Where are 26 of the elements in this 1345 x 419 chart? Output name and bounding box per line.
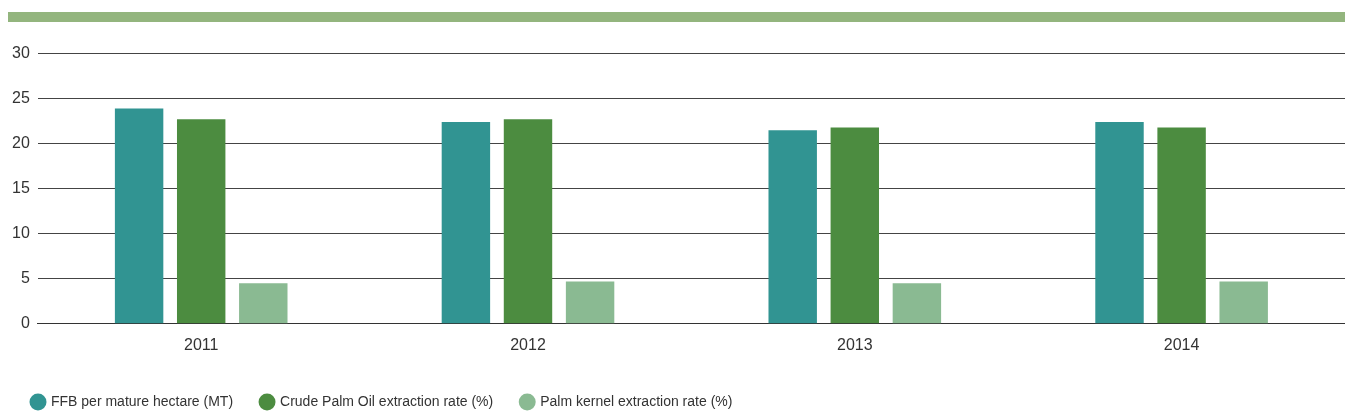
bar: [830, 127, 880, 324]
x-tick-label: 2013: [837, 335, 873, 353]
bar: [441, 122, 491, 324]
bar: [892, 283, 942, 324]
bar: [114, 108, 164, 324]
y-tick-label: 20: [12, 134, 30, 152]
legend-label: Crude Palm Oil extraction rate (%): [280, 392, 494, 409]
x-tick-label: 2014: [1163, 335, 1200, 353]
bar: [1157, 127, 1206, 324]
bar: [176, 119, 226, 324]
y-tick-label: 0: [20, 314, 30, 332]
y-tick-label: 5: [20, 269, 30, 287]
x-tick-label: 2012: [510, 335, 546, 353]
legend-label: Palm kernel extraction rate (%): [540, 392, 733, 409]
y-tick-label: 15: [12, 179, 30, 197]
y-tick-label: 25: [12, 89, 30, 107]
bar: [239, 283, 288, 324]
bar: [1095, 122, 1144, 324]
bar: [768, 130, 817, 324]
legend-label: FFB per mature hectare (MT): [51, 392, 234, 409]
x-tick-label: 2011: [183, 335, 219, 353]
y-tick-label: 30: [12, 44, 30, 62]
y-tick-label: 10: [12, 224, 30, 242]
bar: [503, 119, 553, 324]
bar: [565, 281, 615, 324]
bar: [1219, 281, 1268, 324]
